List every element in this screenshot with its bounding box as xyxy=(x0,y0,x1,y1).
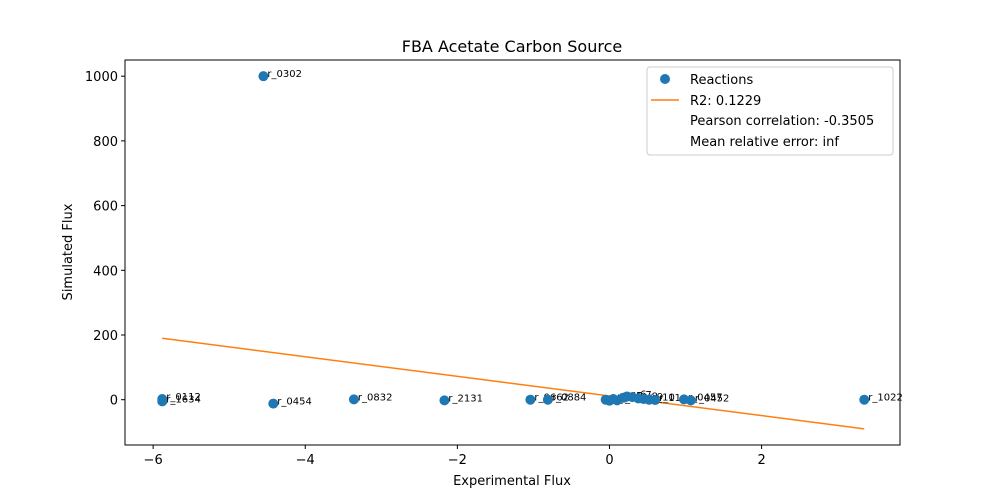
data-point-label: r_0112 xyxy=(166,392,201,403)
data-point-label: r_11 xyxy=(659,393,681,404)
y-tick-label: 1000 xyxy=(85,70,118,85)
data-point-label: r_10 xyxy=(653,393,675,404)
x-tick-label: 0 xyxy=(605,453,613,468)
data-point-label: r_2131 xyxy=(448,393,483,404)
x-tick-label: −4 xyxy=(296,453,315,468)
plot-area: r_0302r_0112r_1634r_0454r_0832r_2131r_06… xyxy=(157,69,903,430)
data-point xyxy=(439,395,450,406)
y-tick-label: 800 xyxy=(93,135,118,150)
x-axis: −6 −4 −2 0 2 xyxy=(144,445,766,468)
y-tick-label: 0 xyxy=(110,394,118,409)
data-point xyxy=(525,394,536,405)
data-point xyxy=(542,394,553,405)
data-point-label: r_0454 xyxy=(277,397,312,408)
y-axis-label: Simulated Flux xyxy=(61,203,76,300)
data-point-label: r_0452 xyxy=(695,393,730,404)
data-point xyxy=(268,398,279,409)
data-point-label: r_0457 xyxy=(688,392,723,403)
legend-entry-pearson: Pearson correlation: -0.3505 xyxy=(690,114,874,129)
axes-frame xyxy=(124,59,901,446)
legend-point-marker xyxy=(660,74,670,84)
data-point-label: r_0832 xyxy=(358,392,393,403)
data-point xyxy=(685,395,696,406)
chart-title: FBA Acetate Carbon Source xyxy=(402,37,622,56)
data-point xyxy=(157,396,168,407)
x-tick-label: 2 xyxy=(757,453,765,468)
data-point-label: r_1022 xyxy=(868,393,903,404)
y-axis: 0 200 400 600 800 1000 xyxy=(85,70,125,409)
data-point-label: r_0884 xyxy=(552,393,587,404)
data-point-label: r_1634 xyxy=(166,394,201,405)
legend-box xyxy=(646,66,894,156)
legend-entry-reactions: Reactions xyxy=(690,73,753,88)
legend-entry-mre: Mean relative error: inf xyxy=(690,135,839,150)
legend: Reactions R2: 0.1229 Pearson correlation… xyxy=(646,66,894,156)
y-tick-label: 200 xyxy=(93,329,118,344)
x-tick-label: −6 xyxy=(144,453,163,468)
regression-fit-line xyxy=(162,337,865,430)
legend-entry-r2: R2: 0.1229 xyxy=(690,94,761,109)
data-point xyxy=(650,395,661,406)
x-axis-label: Experimental Flux xyxy=(453,474,571,489)
y-tick-label: 400 xyxy=(93,264,118,279)
x-tick-label: −2 xyxy=(448,453,467,468)
data-point xyxy=(348,394,359,405)
data-point xyxy=(859,394,870,405)
data-point-label: r_0302 xyxy=(267,69,302,80)
y-tick-label: 600 xyxy=(93,200,118,215)
data-point xyxy=(258,71,269,82)
